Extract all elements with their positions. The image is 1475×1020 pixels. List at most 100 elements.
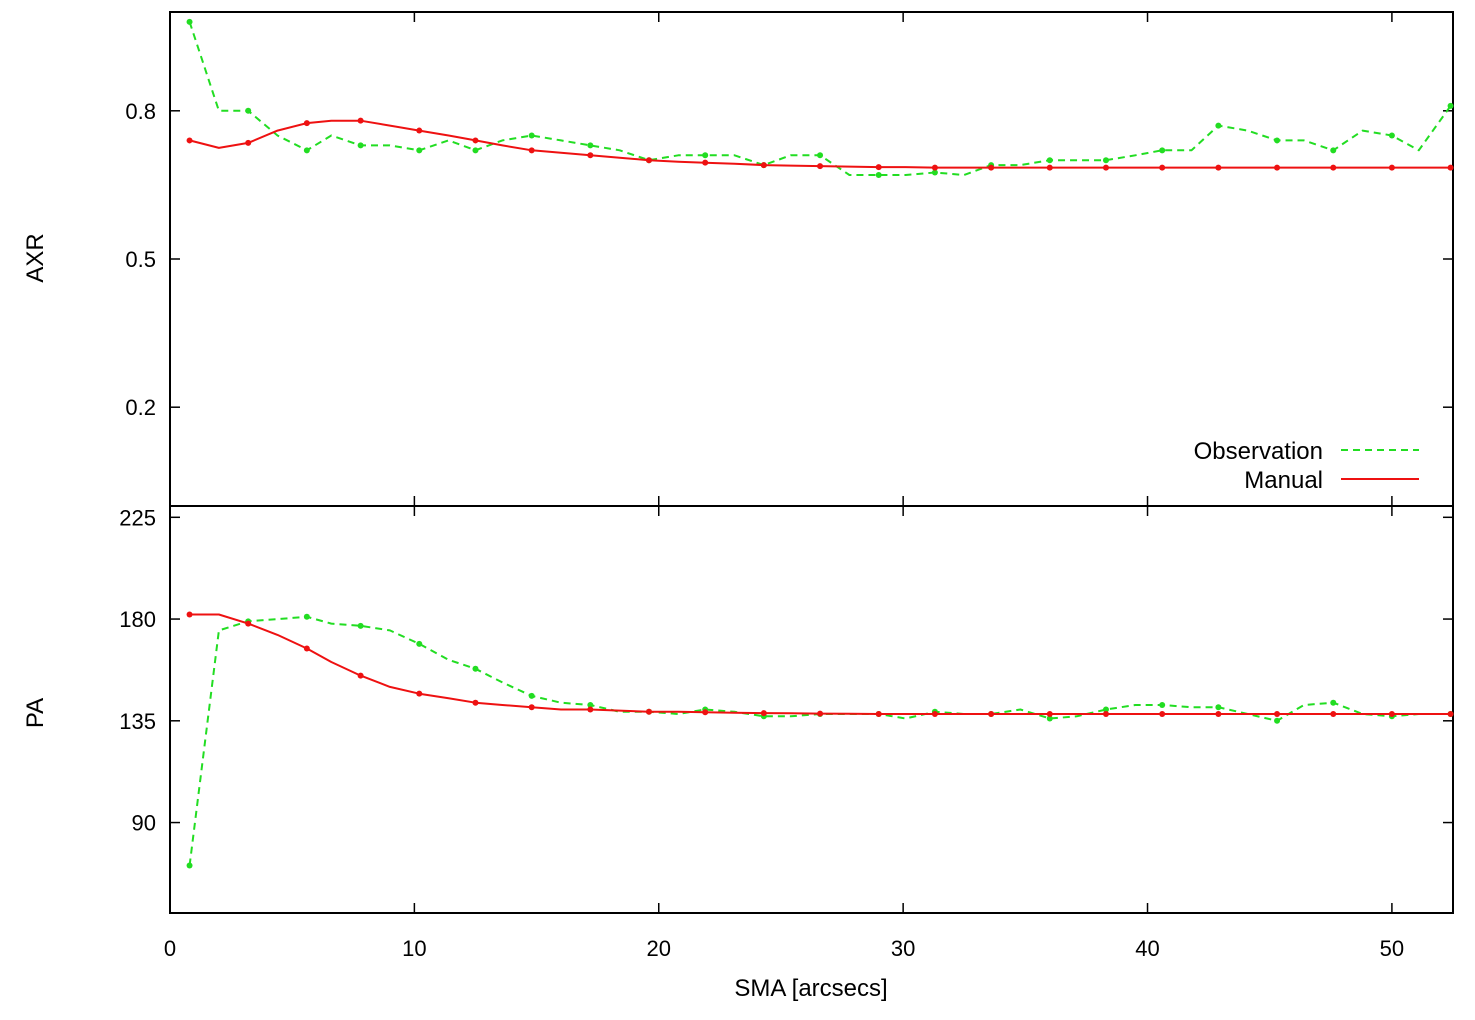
axr-data-point-manual [472,137,479,144]
pa-data-point-manual [357,672,364,679]
pa-data-point-manual [645,708,652,715]
pa-axis-label: PA [22,698,49,728]
axr-data-point-manual [416,127,423,134]
axr-ytick-label: 0.5 [125,247,156,272]
pa-data-point-observation [1159,701,1166,708]
axr-data-point-manual [817,163,824,170]
pa-data-point-observation [587,701,594,708]
axr-data-point-observation [186,18,193,25]
pa-data-point-manual [760,710,767,717]
pa-data-point-observation [357,622,364,629]
axr-data-point-observation [1388,132,1395,139]
axr-data-point-manual [702,159,709,166]
pa-data-point-manual [1102,711,1109,718]
pa-data-point-manual [303,645,310,652]
legend-label-observation: Observation [1194,438,1323,465]
axr-data-point-manual [1447,164,1454,171]
axr-data-point-observation [875,172,882,179]
pa-data-point-manual [988,711,995,718]
pa-data-point-manual [587,706,594,713]
legend-label-manual: Manual [1244,467,1323,494]
pa-ytick-label: 90 [132,811,156,836]
axr-data-point-observation [245,107,252,114]
pa-data-point-manual [1159,711,1166,718]
axr-data-point-manual [1388,164,1395,171]
axr-data-point-observation [472,147,479,154]
pa-data-point-manual [245,620,252,627]
axr-data-point-manual [303,120,310,127]
axr-data-point-manual [760,162,767,169]
pa-series-line-observation [188,615,1451,866]
axr-panel: 0.2 0.5 0.8 [125,11,1454,507]
pa-ytick-label: 225 [119,505,156,530]
pa-data-point-manual [1215,711,1222,718]
pa-data-point-observation [472,665,479,672]
pa-plot-frame [169,505,1454,914]
pa-data-point-manual [1330,711,1337,718]
pa-data-point-manual [702,709,709,716]
x-tick-label: 30 [891,936,915,961]
axr-plot-frame [169,11,1454,507]
pa-data-point-manual [817,710,824,717]
axr-data-point-manual [528,147,535,154]
axr-data-point-manual [1046,164,1053,171]
pa-data-point-observation [1330,699,1337,706]
axr-data-point-manual [1330,164,1337,171]
pa-data-point-manual [1388,711,1395,718]
axr-data-point-manual [1274,164,1281,171]
pa-data-point-manual [472,699,479,706]
axr-data-point-manual [186,137,193,144]
pa-data-point-observation [1274,717,1281,724]
axr-data-point-observation [357,142,364,149]
pa-data-point-observation [1102,706,1109,713]
pa-data-point-observation [186,862,193,869]
axr-series-line-observation [188,21,1452,176]
axr-data-point-manual [587,152,594,159]
pa-data-point-observation [528,692,535,699]
pa-panel: 90 135 180 225 0 10 20 30 40 50 [119,505,1454,961]
axr-data-point-observation [1330,147,1337,154]
axr-data-point-observation [931,169,938,176]
axr-data-point-manual [645,157,652,164]
pa-data-point-observation [303,613,310,620]
pa-data-point-manual [1274,711,1281,718]
axr-data-point-manual [988,164,995,171]
axr-ytick-label: 0.2 [125,395,156,420]
pa-data-point-manual [528,704,535,711]
axr-data-point-observation [528,132,535,139]
x-tick-label: 20 [647,936,671,961]
legend: Observation Manual [1194,438,1419,494]
pa-data-point-observation [416,640,423,647]
axr-data-point-observation [416,147,423,154]
axr-data-point-observation [1274,137,1281,144]
pa-data-point-observation [1046,715,1053,722]
x-axis-label: SMA [arcsecs] [734,975,887,1002]
axr-data-point-manual [357,117,364,124]
pa-data-point-manual [186,611,193,618]
axr-data-point-observation [1447,102,1454,109]
axr-data-point-observation [702,152,709,159]
x-tick-label: 10 [402,936,426,961]
x-tick-label: 40 [1135,936,1159,961]
x-tick-label: 0 [164,936,176,961]
x-tick-label: 50 [1380,936,1404,961]
pa-data-point-manual [1046,711,1053,718]
axr-data-point-observation [1102,157,1109,164]
axr-data-point-observation [1046,157,1053,164]
axr-data-point-observation [303,147,310,154]
pa-ytick-label: 135 [119,709,156,734]
pa-ytick-label: 180 [119,607,156,632]
axr-axis-label: AXR [22,233,49,282]
axr-data-point-manual [245,139,252,146]
pa-data-point-manual [1447,711,1454,718]
axr-data-point-observation [1215,122,1222,129]
pa-data-point-manual [416,690,423,697]
axr-ytick-label: 0.8 [125,99,156,124]
axr-data-point-observation [587,142,594,149]
pa-data-point-manual [931,711,938,718]
axr-data-point-observation [1159,147,1166,154]
axr-data-point-manual [1215,164,1222,171]
axr-data-point-manual [931,164,938,171]
